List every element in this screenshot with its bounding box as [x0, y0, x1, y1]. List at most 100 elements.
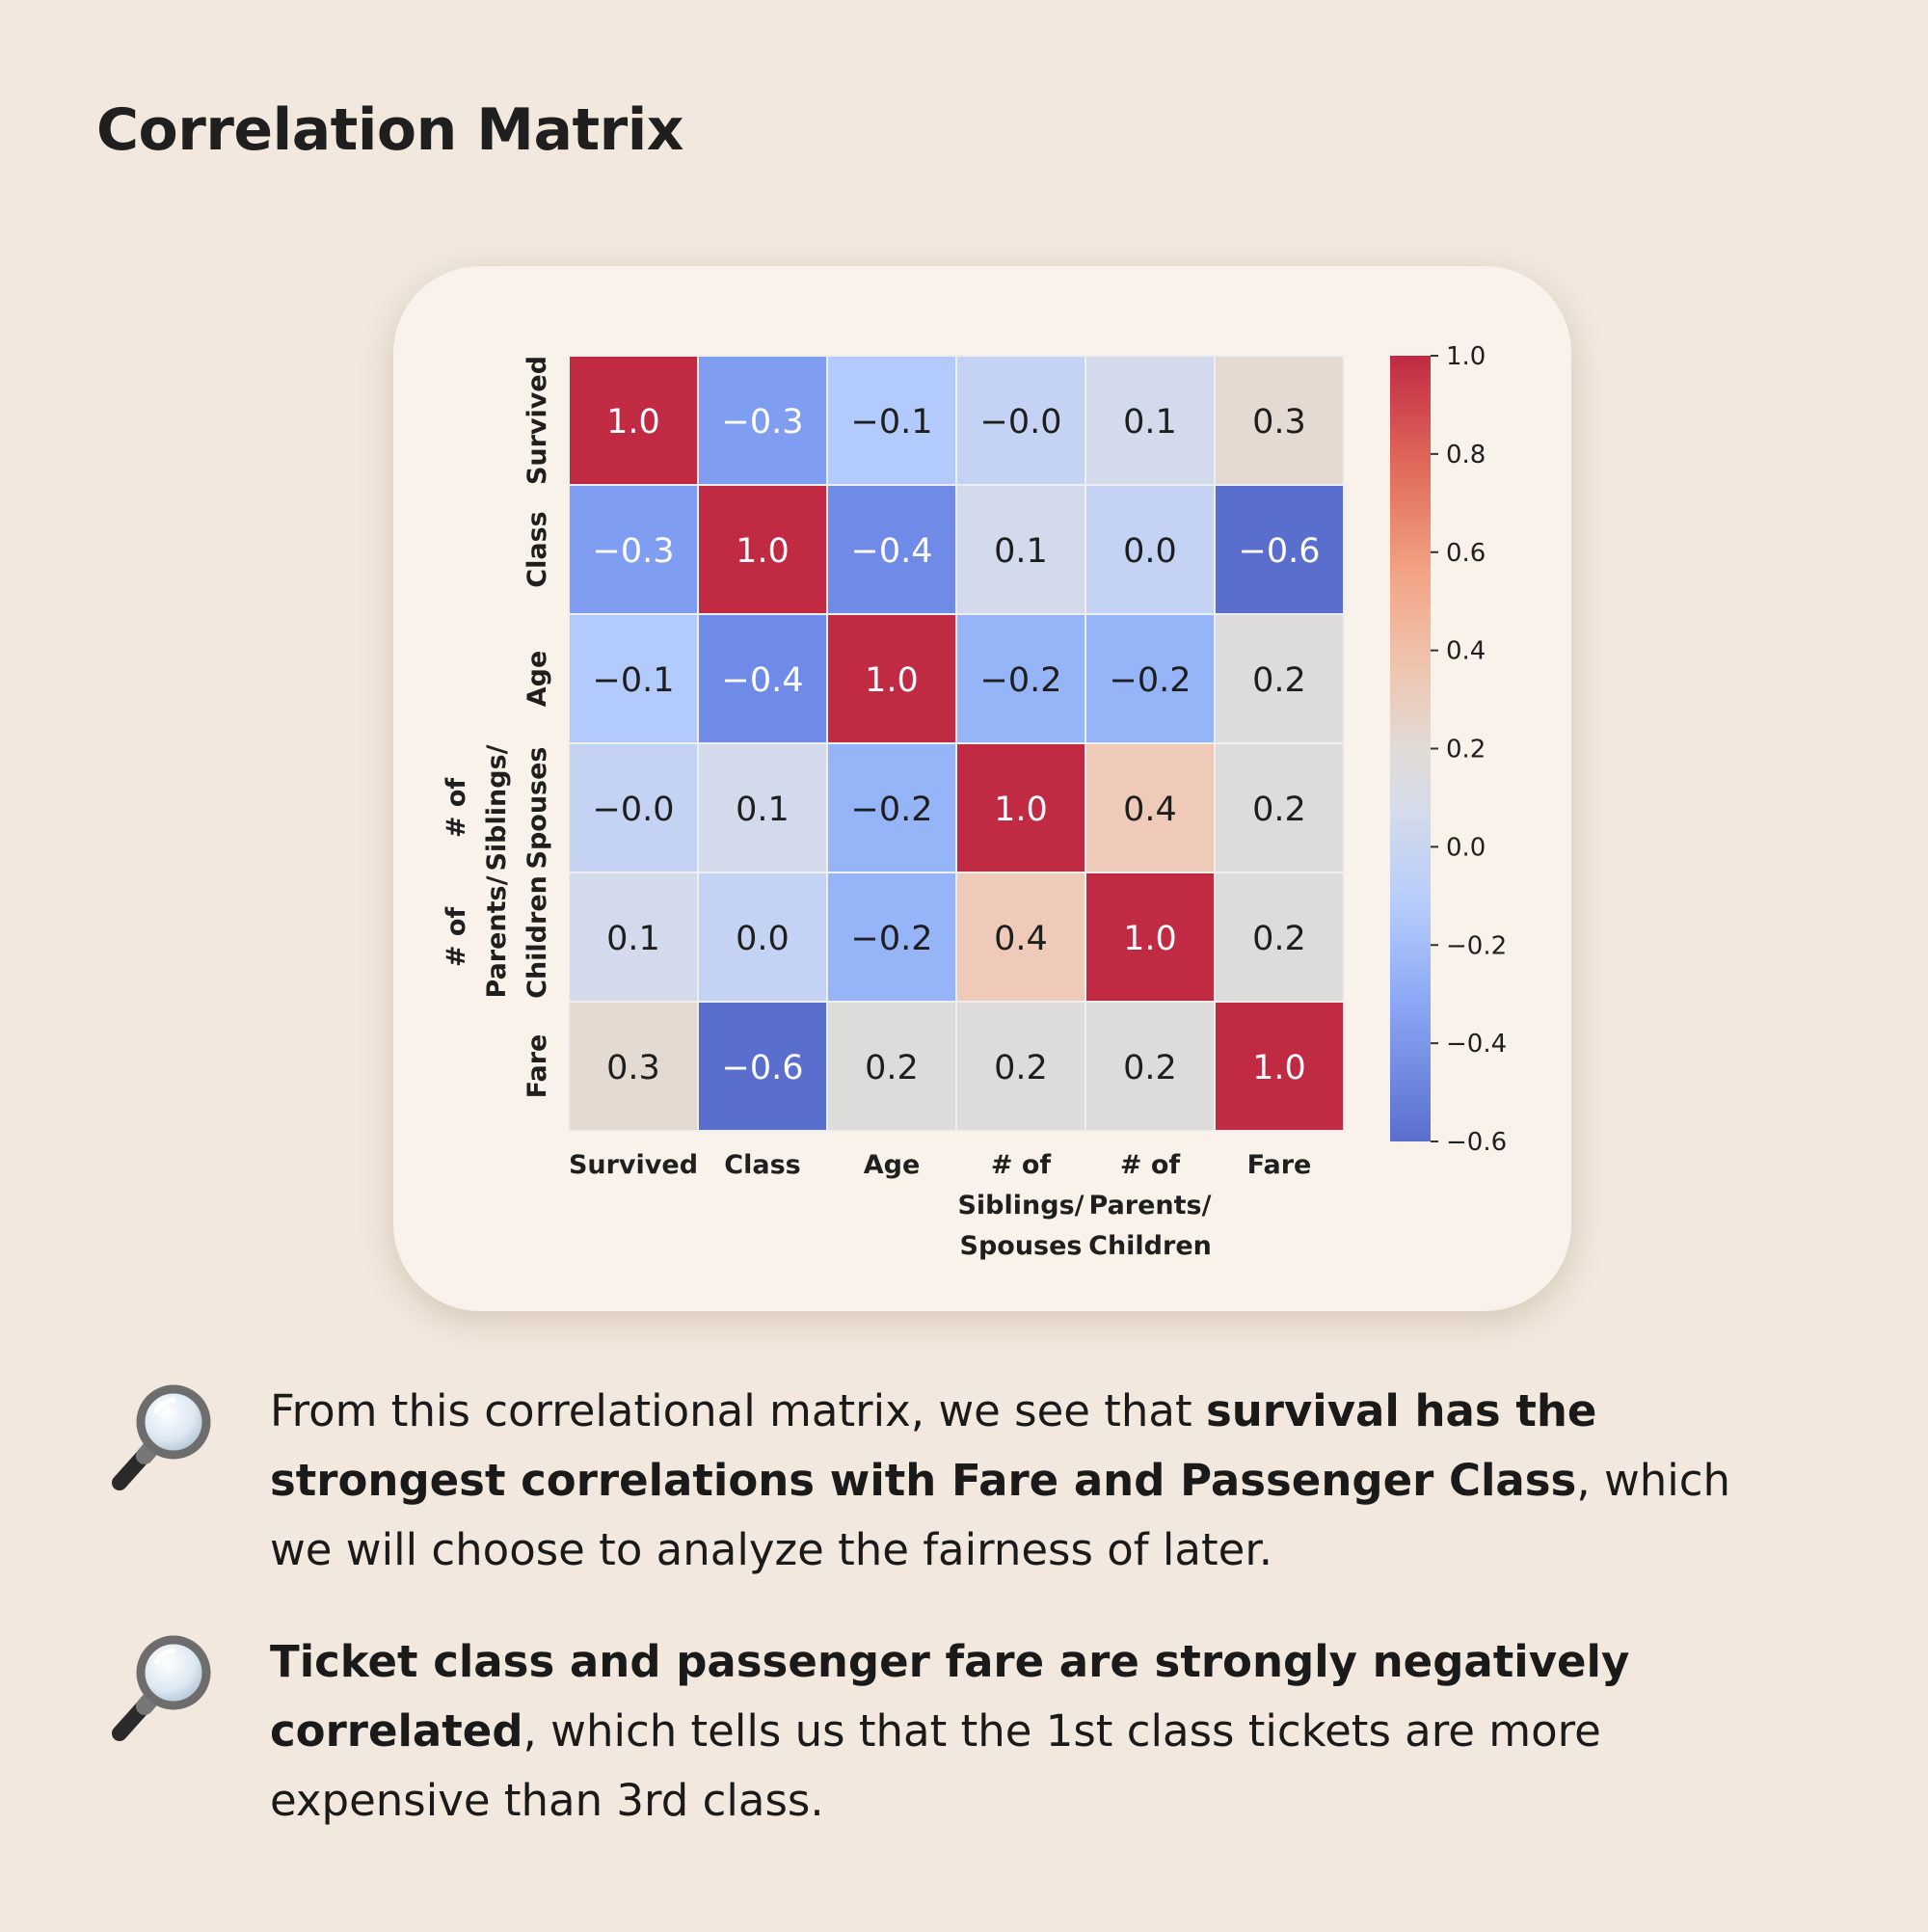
heatmap-cell [697, 1001, 828, 1132]
cell-value-label: −0.2 [851, 791, 933, 829]
cell-value-label: 1.0 [606, 403, 660, 442]
cell-value-label: 0.3 [606, 1049, 660, 1087]
cell-value-label: 0.1 [606, 920, 660, 958]
cell-value-label: −0.3 [722, 403, 804, 442]
colorbar-tick-label: 0.2 [1446, 736, 1486, 765]
heatmap-cell [1084, 484, 1216, 615]
note-2-bold: Ticket class and passenger fare are stro… [270, 1636, 1630, 1757]
heatmap-cell [1214, 355, 1345, 486]
x-tick-label: Children [1088, 1231, 1212, 1261]
y-tick-label: Spouses [522, 747, 552, 870]
cell-value-label: 0.2 [1123, 1049, 1177, 1087]
heatmap-cell [826, 742, 957, 873]
colorbar-tick-label: −0.4 [1446, 1030, 1507, 1059]
colorbar-tick-label: 0.0 [1446, 833, 1486, 862]
heatmap-cell [568, 1001, 699, 1132]
cell-value-label: −0.2 [851, 920, 933, 958]
heatmap-cell [1214, 742, 1345, 873]
y-axis-labels: Survived Class Age # of Siblings/Spouses # of… [442, 356, 552, 1098]
cell-value-label: 0.2 [865, 1049, 919, 1087]
colorbar-tick-label: 0.4 [1446, 637, 1486, 666]
x-tick-label: Survived [569, 1150, 698, 1180]
cell-value-label: 0.0 [1123, 532, 1177, 571]
cell-value-label: 1.0 [994, 791, 1048, 829]
heatmap-cell [568, 613, 699, 744]
heatmap-cell [1214, 484, 1345, 615]
cell-value-label: 0.2 [1252, 791, 1306, 829]
heatmap-cell [697, 484, 828, 615]
cell-value-label: 0.4 [994, 920, 1048, 958]
colorbar-tick-label: 0.8 [1446, 441, 1486, 470]
x-tick-label: Parents/ [1089, 1191, 1212, 1221]
cell-value-label: 0.0 [736, 920, 790, 958]
cell-value-label: 1.0 [865, 661, 919, 700]
x-tick-label: Fare [1247, 1150, 1312, 1180]
cell-value-label: 0.2 [994, 1049, 1048, 1087]
cell-value-label: 0.2 [1252, 661, 1306, 700]
heatmap-cell [955, 872, 1086, 1003]
cell-value-label: 1.0 [1252, 1049, 1306, 1087]
colorbar-ticks: 1.0 0.8 0.6 0.4 0.2 0.0 −0.2 −0.4 −0.6 [1431, 342, 1507, 1157]
heatmap-cell [1084, 613, 1216, 744]
cell-value-label: 0.2 [1252, 920, 1306, 958]
colorbar-tick-label: −0.2 [1446, 931, 1507, 960]
heatmap-cell-labels: 1.0 −0.3 −0.1 −0.0 0.1 0.3 −0.3 1.0 −0.4 0.1 0.0 −0… [593, 403, 1321, 1087]
cell-value-label: −0.3 [593, 532, 675, 571]
cell-value-label: 0.1 [994, 532, 1048, 571]
magnifying-glass-icon [112, 1384, 211, 1490]
x-tick-label: # of [991, 1150, 1052, 1180]
y-tick-label: Siblings/ [482, 744, 512, 871]
colorbar [1390, 356, 1431, 1141]
cell-value-label: 0.4 [1123, 791, 1177, 829]
cell-value-label: −0.2 [1110, 661, 1192, 700]
note-1-lead: From this correlational matrix, we see t… [270, 1385, 1206, 1436]
heatmap-cell [1214, 613, 1345, 744]
magnifying-glass-icon [112, 1635, 211, 1741]
y-tick-label: # of [442, 907, 471, 968]
x-tick-label: Age [864, 1150, 921, 1180]
heatmap-cell [568, 484, 699, 615]
cell-value-label: −0.0 [593, 791, 675, 829]
note-1-bold: survival has the strongest correlations … [270, 1385, 1597, 1506]
cell-value-label: 1.0 [736, 532, 790, 571]
y-tick-label: Survived [522, 356, 552, 485]
heatmap-cell [1084, 742, 1216, 873]
cell-value-label: 0.3 [1252, 403, 1306, 442]
colorbar-tick-label: −0.6 [1446, 1128, 1507, 1157]
heatmap-cell [697, 872, 828, 1003]
heatmap-cell [955, 1001, 1086, 1132]
heatmap-cell [955, 355, 1086, 486]
cell-value-label: −0.4 [722, 661, 804, 700]
heatmap-cell [1214, 1001, 1345, 1132]
y-tick-label: Fare [522, 1034, 552, 1099]
heatmap-cell [697, 613, 828, 744]
cell-value-label: −0.6 [1239, 532, 1321, 571]
y-tick-label: Age [522, 651, 552, 708]
x-tick-label: Spouses [960, 1231, 1083, 1261]
heatmap-cell [1214, 872, 1345, 1003]
y-tick-label: # of [442, 778, 471, 839]
y-tick-label: Children [522, 875, 552, 999]
colorbar-tick-label: 1.0 [1446, 342, 1486, 371]
heatmap-cell [826, 1001, 957, 1132]
note-1: From this correlational matrix, we see t… [270, 1377, 1783, 1585]
cell-value-label: −0.1 [851, 403, 933, 442]
colorbar-tick-label: 0.6 [1446, 539, 1486, 568]
note-2: Ticket class and passenger fare are stro… [270, 1627, 1783, 1836]
page-title: Correlation Matrix [96, 96, 684, 164]
note-2-tail: , which tells us that the 1st class tick… [270, 1705, 1601, 1826]
cell-value-label: −0.4 [851, 532, 933, 571]
heatmap-cells [568, 355, 1345, 1132]
cell-value-label: −0.2 [980, 661, 1062, 700]
cell-value-label: −0.0 [980, 403, 1062, 442]
cell-value-label: 0.1 [736, 791, 790, 829]
note-1-tail: , which we will choose to analyze the fa… [270, 1455, 1731, 1575]
cell-value-label: 0.1 [1123, 403, 1177, 442]
heatmap-cell [955, 484, 1086, 615]
y-tick-label: Class [522, 511, 552, 587]
cell-value-label: −0.1 [593, 661, 675, 700]
heatmap-cell [1084, 355, 1216, 486]
cell-value-label: −0.6 [722, 1049, 804, 1087]
heatmap-cell [1084, 1001, 1216, 1132]
